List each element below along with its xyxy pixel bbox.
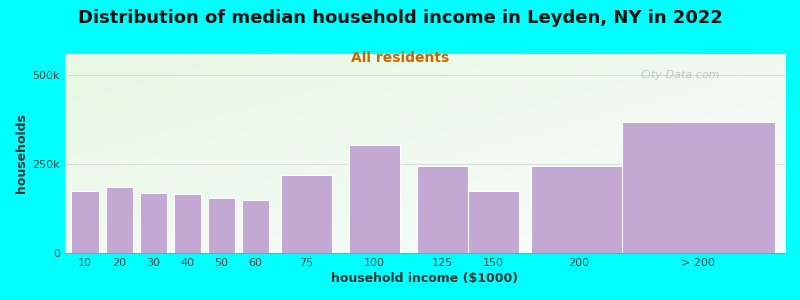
Text: Distribution of median household income in Leyden, NY in 2022: Distribution of median household income … <box>78 9 722 27</box>
Bar <box>417 166 468 253</box>
Bar <box>622 122 774 253</box>
Bar <box>208 198 235 253</box>
Bar <box>71 191 98 253</box>
Bar <box>531 166 626 253</box>
Text: City-Data.com: City-Data.com <box>641 70 721 80</box>
Text: All residents: All residents <box>351 51 449 65</box>
Bar <box>349 145 400 253</box>
Bar <box>106 187 133 253</box>
Bar <box>174 194 201 253</box>
Bar <box>281 175 332 253</box>
Bar <box>139 193 167 253</box>
Y-axis label: households: households <box>15 113 28 194</box>
Bar <box>242 200 269 253</box>
Bar <box>468 191 519 253</box>
X-axis label: household income ($1000): household income ($1000) <box>331 272 518 285</box>
